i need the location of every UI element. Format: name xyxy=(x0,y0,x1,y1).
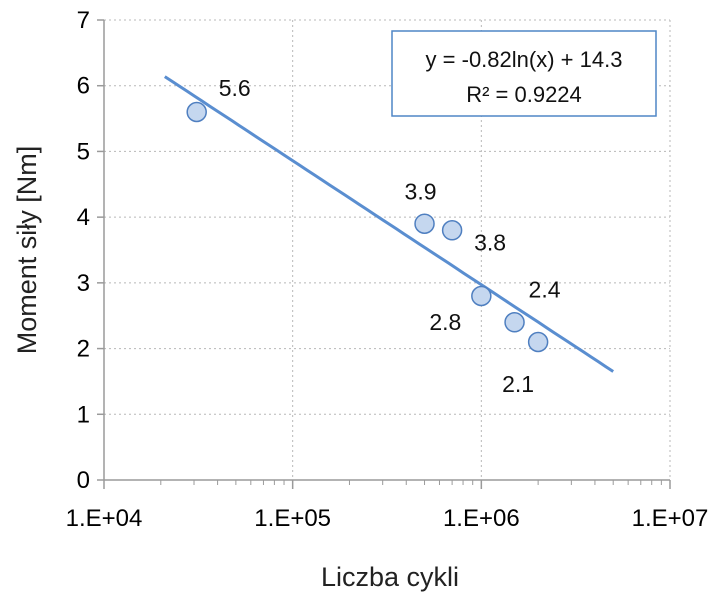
data-label: 2.1 xyxy=(502,371,534,397)
data-labels: 5.6 3.9 3.8 2.8 2.4 2.1 xyxy=(219,75,561,397)
x-axis-ticks: 1.E+04 1.E+05 1.E+06 1.E+07 xyxy=(66,480,709,532)
y-axis-title: Moment siły [Nm] xyxy=(12,146,42,355)
y-tick-label: 7 xyxy=(77,7,90,34)
y-tick-label: 4 xyxy=(77,204,90,231)
data-point xyxy=(527,331,549,353)
trendline-equation: y = -0.82ln(x) + 14.3 xyxy=(426,47,623,72)
y-tick-label: 5 xyxy=(77,138,90,165)
data-point xyxy=(441,220,463,241)
y-tick-label: 1 xyxy=(77,401,90,428)
data-point xyxy=(471,285,492,307)
y-tick-label: 2 xyxy=(77,336,90,363)
x-axis-title: Liczba cykli xyxy=(321,562,459,592)
x-tick-label: 1.E+04 xyxy=(66,505,143,532)
x-tick-label: 1.E+07 xyxy=(632,505,709,532)
data-label: 2.4 xyxy=(529,276,561,302)
x-tick-label: 1.E+05 xyxy=(254,505,331,532)
data-label: 3.9 xyxy=(405,179,437,205)
data-point xyxy=(504,312,525,333)
equation-box-frame xyxy=(391,30,657,117)
y-axis-ticks: 0 1 2 3 4 5 6 7 xyxy=(77,7,104,494)
y-tick-label: 0 xyxy=(77,467,90,494)
data-label: 5.6 xyxy=(219,75,251,101)
data-label: 3.8 xyxy=(474,229,506,255)
trendline-r-squared: R² = 0.9224 xyxy=(466,82,582,107)
data-points xyxy=(186,101,549,353)
x-tick-label: 1.E+06 xyxy=(443,505,520,532)
y-tick-label: 6 xyxy=(77,73,90,100)
y-tick-label: 3 xyxy=(77,270,90,297)
axes xyxy=(103,20,670,481)
data-point xyxy=(186,101,207,123)
equation-box: y = -0.82ln(x) + 14.3 R² = 0.9224 xyxy=(391,30,657,117)
trendline xyxy=(163,75,615,373)
data-label: 2.8 xyxy=(429,309,461,335)
data-point xyxy=(414,213,435,234)
